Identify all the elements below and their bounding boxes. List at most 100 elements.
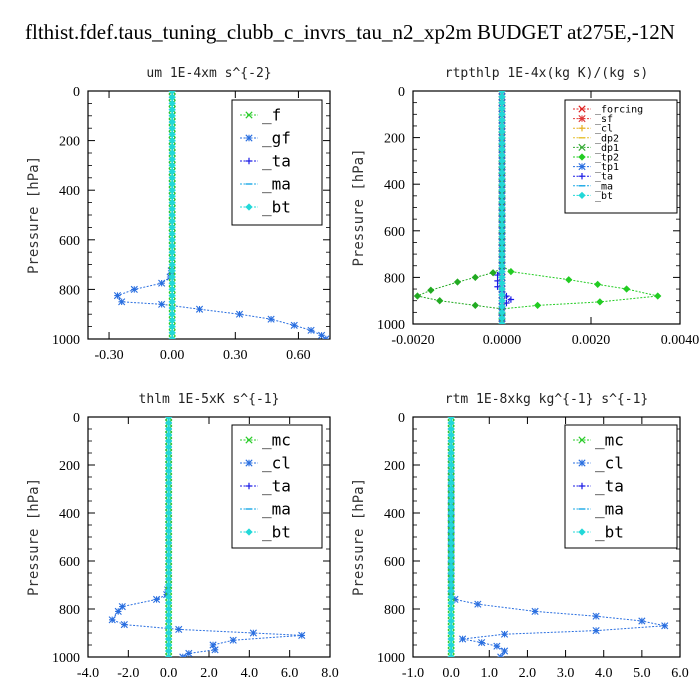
legend-box — [231, 99, 323, 226]
y-tick-label: 200 — [59, 459, 80, 474]
data-point — [436, 297, 444, 305]
data-point — [195, 305, 204, 313]
y-tick-label: 600 — [59, 555, 80, 570]
y-tick-label: 1000 — [52, 333, 80, 348]
y-tick-label: 400 — [384, 507, 405, 522]
data-point — [427, 286, 435, 294]
y-axis-label: Pressure [hPa] — [26, 478, 42, 596]
x-tick-label: 0.00 — [160, 348, 185, 363]
data-point — [235, 310, 244, 318]
y-tick-label: 1000 — [377, 318, 405, 333]
legend: _mc _cl _ta _ma _bt — [564, 424, 678, 549]
y-tick-label: 200 — [384, 132, 405, 147]
page-title: flthist.fdef.taus_tuning_clubb_c_invrs_t… — [25, 20, 675, 44]
data-point — [158, 300, 166, 308]
data-point — [498, 320, 506, 324]
legend-label: _ma — [595, 500, 624, 519]
data-point — [497, 653, 505, 657]
x-tick-label: 0.60 — [286, 348, 311, 363]
legend-marker — [578, 115, 586, 123]
data-point — [533, 301, 542, 309]
legend-marker — [245, 528, 253, 536]
y-tick-label: 600 — [59, 234, 80, 249]
plot-panel-2: rtpthlp 1E-4x(kg K)/(kg s) Pressure [hPa]… — [351, 66, 699, 348]
data-point — [185, 649, 193, 657]
data-point — [493, 642, 501, 650]
data-point — [565, 276, 573, 284]
series-layer — [108, 417, 306, 657]
data-point — [120, 621, 128, 629]
y-tick-label: 200 — [384, 459, 405, 474]
data-point — [108, 616, 116, 624]
data-point — [507, 296, 515, 303]
data-point — [661, 622, 669, 630]
data-point — [638, 617, 646, 625]
y-tick-label: 600 — [384, 225, 405, 240]
legend-marker — [578, 459, 586, 467]
data-point — [307, 326, 315, 334]
x-tick-label: -4.0 — [77, 666, 99, 681]
data-point — [453, 278, 462, 286]
legend-marker — [578, 153, 586, 161]
legend-label: _ta — [595, 172, 613, 183]
series-layer — [113, 91, 330, 339]
legend-marker — [578, 191, 586, 200]
data-point — [179, 653, 187, 657]
data-point — [458, 635, 467, 643]
plot-panel-1: um 1E-4xm s^{-2} Pressure [hPa] 0 200 400 600… — [26, 66, 331, 363]
data-point — [447, 653, 455, 657]
data-point — [322, 335, 330, 339]
legend-marker — [245, 482, 253, 490]
data-point — [596, 298, 604, 306]
x-tick-label: -0.0020 — [391, 333, 434, 348]
legend-label: _mc — [262, 431, 291, 450]
legend-label: _bt — [262, 523, 291, 542]
plot-title: rtm 1E-8xkg kg^{-1} s^{-1} — [445, 392, 649, 407]
x-tick-label: 5.0 — [633, 666, 651, 681]
legend-label: _bt — [595, 191, 613, 202]
data-point — [209, 641, 217, 649]
legend-label: _dp1 — [595, 143, 619, 154]
legend-marker — [578, 173, 586, 180]
data-point — [298, 631, 306, 639]
legend-label: _cl — [595, 124, 613, 135]
y-tick-label: 800 — [384, 603, 405, 618]
legend-marker — [578, 528, 586, 536]
data-point — [447, 653, 455, 657]
legend-label: _gf — [262, 129, 291, 148]
plot-panel-3: thlm 1E-5xK s^{-1} Pressure [hPa] 0 200 400 6… — [26, 392, 339, 681]
y-tick-label: 400 — [59, 507, 80, 522]
plot-title: thlm 1E-5xK s^{-1} — [139, 392, 280, 407]
data-point — [654, 292, 662, 300]
data-point — [249, 629, 257, 637]
x-tick-label: 0.30 — [223, 348, 248, 363]
y-tick-label: 600 — [384, 555, 405, 570]
data-point — [500, 630, 509, 638]
x-tick-label: 4.0 — [241, 666, 259, 681]
data-point — [175, 625, 183, 633]
data-point — [267, 315, 275, 323]
legend-marker — [578, 436, 586, 444]
x-tick-label: -2.0 — [117, 666, 139, 681]
plot-title: um 1E-4xm s^{-2} — [146, 66, 271, 81]
legend-label: _tp2 — [595, 153, 619, 164]
legend: _mc _cl _ta _ma _bt — [231, 424, 323, 549]
legend-label: _bt — [595, 523, 624, 542]
legend: _forcing_sf_cl_dp2_dp1_tp2_tp1_ta_ma_bt — [564, 99, 678, 214]
x-tick-label: -1.0 — [402, 666, 424, 681]
y-axis-label: Pressure [hPa] — [26, 156, 42, 274]
legend-marker — [245, 203, 253, 211]
y-axis-label: Pressure [hPa] — [351, 148, 367, 266]
legend-label: _ta — [262, 477, 291, 496]
legend-marker — [578, 482, 586, 490]
data-point — [118, 298, 126, 306]
data-point — [447, 417, 455, 421]
data-point — [471, 273, 479, 282]
x-tick-label: 0.0000 — [483, 333, 522, 348]
legend-label: _cl — [262, 454, 291, 473]
data-point — [474, 600, 482, 608]
legend-label: _f — [262, 106, 281, 125]
data-point — [118, 603, 126, 611]
y-tick-label: 0 — [73, 85, 80, 100]
